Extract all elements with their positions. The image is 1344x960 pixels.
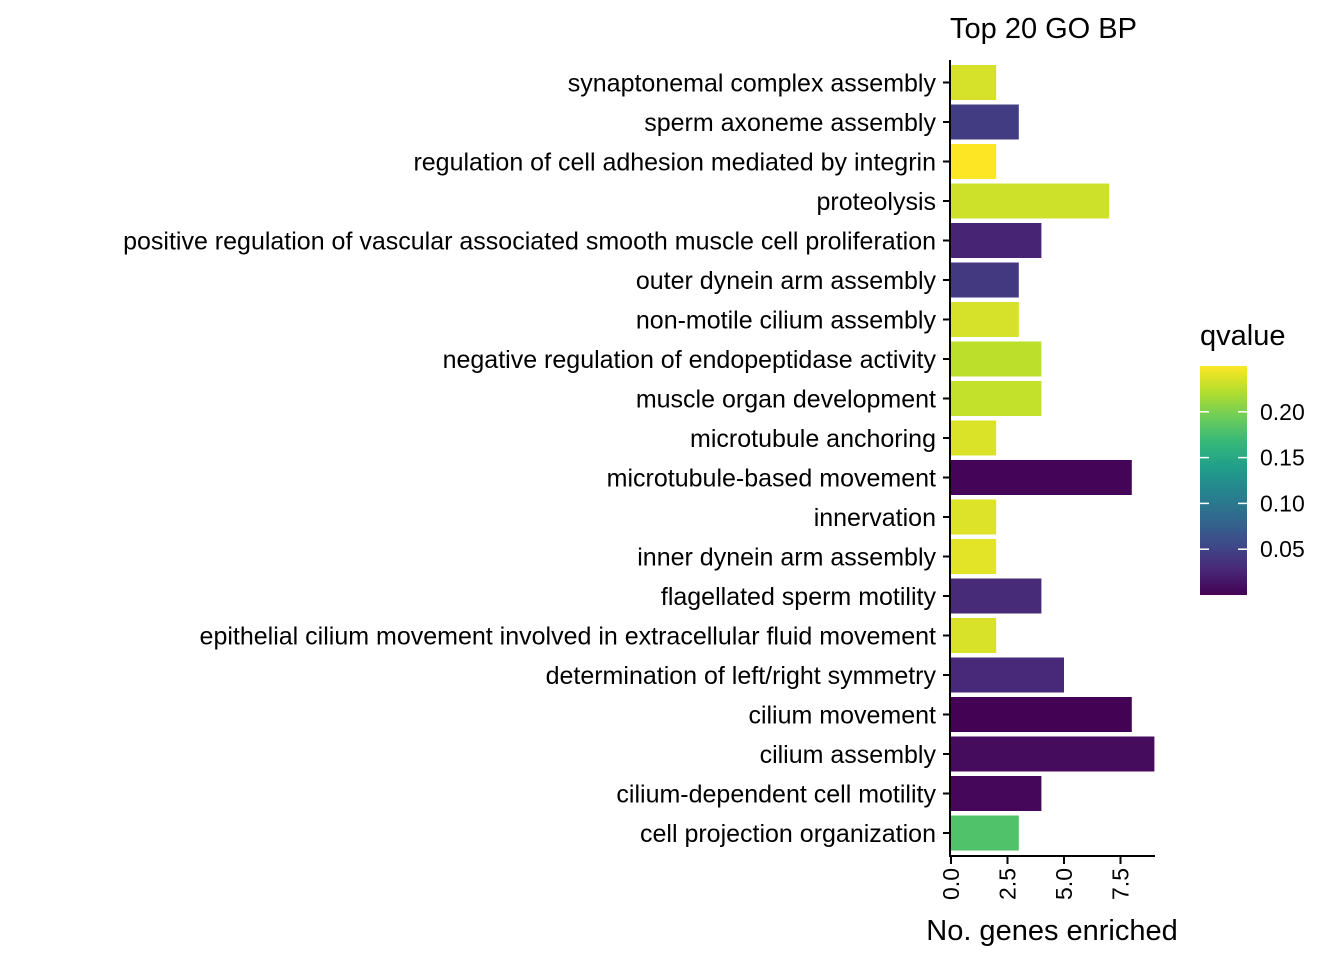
chart-title: Top 20 GO BP — [950, 13, 1137, 45]
bar-1 — [951, 104, 1019, 140]
category-label: regulation of cell adhesion mediated by … — [413, 149, 936, 177]
category-label: proteolysis — [817, 188, 937, 216]
legend-tick-label: 0.20 — [1260, 399, 1305, 425]
category-label: cilium movement — [748, 702, 936, 730]
category-label: cilium-dependent cell motility — [616, 781, 936, 809]
x-axis-label: No. genes enriched — [926, 915, 1178, 947]
bar-18 — [951, 776, 1042, 811]
bar-4 — [951, 223, 1042, 258]
legend-title: qvalue — [1200, 320, 1285, 352]
x-tick-label: 0.0 — [938, 868, 964, 900]
legend-ticks: 0.05 0.10 0.15 0.20 — [1200, 399, 1305, 562]
category-label: cell projection organization — [640, 820, 936, 848]
bar-6 — [951, 302, 1019, 337]
category-label: non-motile cilium assembly — [636, 307, 937, 335]
bar-19 — [951, 815, 1019, 851]
legend-colorbar — [1200, 366, 1247, 595]
category-label: synaptonemal complex assembly — [568, 70, 937, 98]
bar-0 — [951, 65, 997, 100]
category-label: inner dynein arm assembly — [637, 544, 936, 572]
bars-group — [951, 65, 1155, 851]
category-label: flagellated sperm motility — [661, 583, 937, 611]
bar-9 — [951, 420, 997, 456]
legend-tick-label: 0.05 — [1260, 536, 1305, 562]
category-label: negative regulation of endopeptidase act… — [443, 346, 937, 374]
x-axis-ticks: 0.0 2.5 5.0 7.5 — [938, 856, 1134, 900]
category-label: determination of left/right symmetry — [546, 662, 937, 690]
bar-10 — [951, 460, 1132, 495]
category-label: positive regulation of vascular associat… — [123, 228, 936, 256]
bar-12 — [951, 539, 997, 574]
bar-7 — [951, 341, 1042, 377]
category-label: microtubule-based movement — [607, 465, 936, 493]
category-label: cilium assembly — [760, 741, 937, 769]
legend-tick-label: 0.15 — [1260, 445, 1305, 471]
category-label: sperm axoneme assembly — [644, 109, 936, 137]
x-tick-label: 5.0 — [1051, 868, 1077, 900]
bar-3 — [951, 183, 1110, 219]
bar-8 — [951, 381, 1042, 416]
bar-14 — [951, 618, 997, 653]
category-label: epithelial cilium movement involved in e… — [200, 623, 936, 651]
category-labels: synaptonemal complex assembly sperm axone… — [123, 70, 950, 848]
bar-5 — [951, 262, 1019, 298]
bar-16 — [951, 697, 1132, 732]
bar-13 — [951, 578, 1042, 614]
x-tick-label: 7.5 — [1108, 868, 1134, 900]
legend-tick-label: 0.10 — [1260, 490, 1305, 516]
x-tick-label: 2.5 — [995, 868, 1021, 900]
category-label: microtubule anchoring — [690, 425, 936, 453]
category-label: outer dynein arm assembly — [636, 267, 937, 295]
bar-11 — [951, 499, 997, 535]
bar-17 — [951, 736, 1155, 772]
bar-2 — [951, 144, 997, 179]
category-label: muscle organ development — [636, 386, 936, 414]
bar-15 — [951, 657, 1064, 693]
category-label: innervation — [814, 504, 936, 532]
